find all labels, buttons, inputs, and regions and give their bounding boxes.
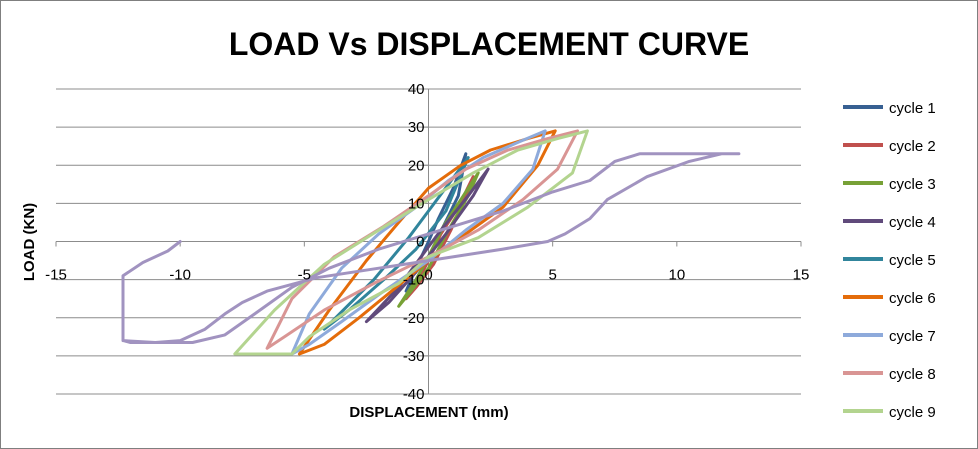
y-tick-label: 30 <box>408 119 425 136</box>
y-tick-label: -10 <box>403 272 425 289</box>
legend-label: cycle 9 <box>889 404 936 421</box>
series-lines <box>121 129 741 356</box>
chart-title: LOAD Vs DISPLACEMENT CURVE <box>229 26 749 62</box>
y-tick-label: -40 <box>403 386 425 403</box>
x-tick-label: -10 <box>169 267 191 284</box>
legend-label: cycle 6 <box>889 290 936 307</box>
legend-label: cycle 7 <box>889 328 936 345</box>
y-tick-label: -30 <box>403 348 425 365</box>
y-tick-label: 0 <box>416 234 424 251</box>
series-line-cycle-6 <box>297 129 557 356</box>
y-tick-label: 20 <box>408 157 425 174</box>
legend-label: cycle 3 <box>889 176 936 193</box>
legend-label: cycle 1 <box>889 100 936 117</box>
series-line-cycle-4 <box>364 167 490 324</box>
x-tick-label: -15 <box>45 267 67 284</box>
series-line-cycle-10 <box>121 152 741 344</box>
series-line-cycle-9 <box>233 129 589 356</box>
x-tick-label: 0 <box>424 267 432 284</box>
legend: cycle 1 cycle 2 cycle 3 cycle 4 cycle 5 cycle… <box>843 100 936 421</box>
series-line-cycle-8 <box>265 129 579 350</box>
x-tick-label: 15 <box>793 267 810 284</box>
y-tick-label: 10 <box>408 195 425 212</box>
x-axis-label: DISPLACEMENT (mm) <box>349 404 508 421</box>
legend-label: cycle 2 <box>889 138 936 155</box>
y-tick-label: 40 <box>408 81 425 98</box>
series-line-cycle-5 <box>322 156 470 331</box>
legend-label: cycle 4 <box>889 214 936 231</box>
legend-label: cycle 5 <box>889 252 936 269</box>
y-tick-label: -20 <box>403 310 425 327</box>
x-tick-label: 5 <box>548 267 556 284</box>
x-tick-label: -5 <box>298 267 311 284</box>
legend-label: cycle 8 <box>889 366 936 383</box>
y-axis-label: LOAD (KN) <box>21 203 38 281</box>
x-tick-label: 10 <box>668 267 685 284</box>
